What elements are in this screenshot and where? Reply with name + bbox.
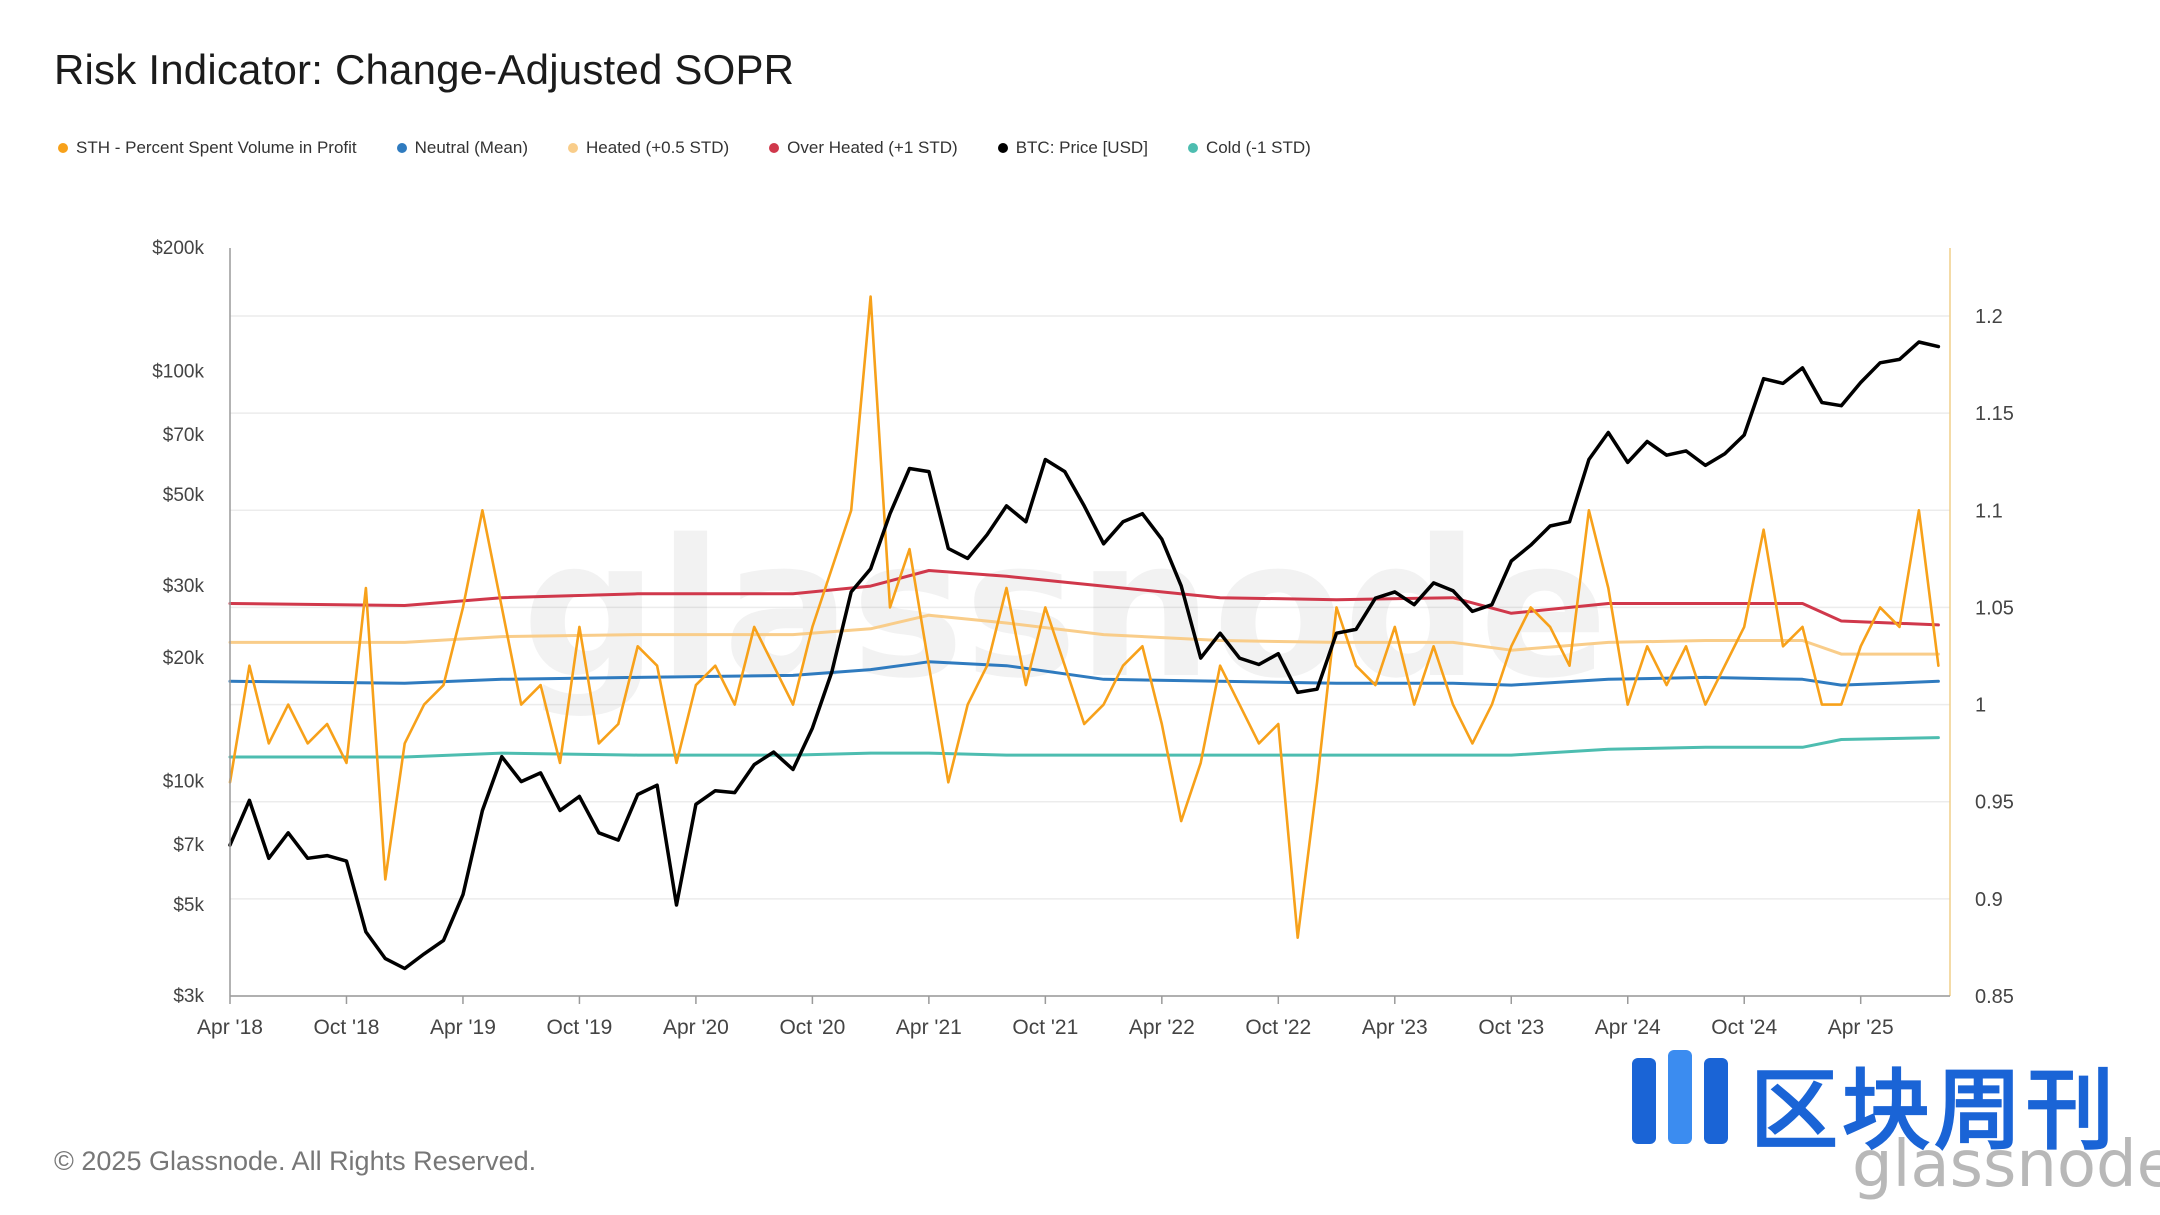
y-left-tick-label: $3k	[173, 986, 204, 1007]
publisher-logo-icon	[1632, 1050, 1728, 1144]
y-left-tick-label: $7k	[173, 835, 204, 856]
chart-title: Risk Indicator: Change-Adjusted SOPR	[54, 46, 795, 93]
legend-item-neutral[interactable]: Neutral (Mean)	[396, 138, 528, 158]
legend-dot	[396, 143, 407, 153]
x-tick-label: Oct '23	[1478, 1016, 1544, 1039]
x-tick-label: Apr '18	[197, 1016, 263, 1039]
x-tick-label: Apr '20	[663, 1016, 729, 1039]
legend-dot	[769, 143, 780, 153]
legend-label: Over Heated (+1 STD)	[787, 138, 958, 157]
legend-label: Heated (+0.5 STD)	[586, 138, 730, 157]
neutral-mean-line	[228, 660, 1940, 687]
legend-item-cold[interactable]: Cold (-1 STD)	[1187, 138, 1311, 158]
axes: $3k $5k $7k $10k $20k $30k $50k $70k $100k $200k 0…	[152, 238, 2014, 1039]
legend-dot	[58, 143, 68, 153]
x-tick-label: Oct '18	[314, 1016, 380, 1039]
y-left-tick-label: $70k	[163, 425, 205, 446]
y-right-tick-label: 0.9	[1975, 889, 2003, 911]
legend-item-btc-price[interactable]: BTC: Price [USD]	[997, 138, 1148, 158]
y-right-tick-label: 0.95	[1975, 792, 2014, 814]
publisher-logo-text: 区块周刊	[1750, 1059, 2119, 1162]
y-left-tick-label: $20k	[163, 648, 205, 669]
legend-label: Neutral (Mean)	[414, 138, 528, 157]
y-right-tick-label: 1	[1975, 695, 1986, 717]
y-left-tick-label: $200k	[152, 238, 204, 259]
legend-dot	[1187, 143, 1198, 153]
x-tick-label: Oct '20	[779, 1016, 845, 1039]
legend-item-over-heated[interactable]: Over Heated (+1 STD)	[769, 138, 958, 158]
x-tick-label: Oct '21	[1012, 1016, 1078, 1039]
brand-logo-text: glassnode	[1852, 1128, 2160, 1202]
cold-line	[228, 736, 1940, 759]
y-right-tick-label: 1.15	[1975, 403, 2014, 425]
legend-label: BTC: Price [USD]	[1015, 138, 1148, 157]
x-tick-label: Oct '19	[546, 1016, 612, 1039]
series-layer	[228, 295, 1941, 971]
y-left-tick-label: $50k	[163, 485, 205, 506]
copyright-text: © 2025 Glassnode. All Rights Reserved.	[54, 1146, 537, 1176]
x-tick-label: Apr '22	[1129, 1016, 1195, 1039]
over-heated-line	[228, 569, 1940, 627]
x-tick-label: Apr '24	[1595, 1016, 1661, 1039]
y-right-tick-label: 1.05	[1975, 597, 2014, 619]
x-tick-label: Oct '22	[1245, 1016, 1311, 1039]
legend-label: Cold (-1 STD)	[1205, 138, 1311, 157]
legend-item-sth[interactable]: STH - Percent Spent Volume in Profit	[58, 138, 357, 158]
y-left-tick-label: $10k	[163, 772, 205, 793]
legend-dot	[568, 143, 578, 153]
x-tick-label: Apr '21	[896, 1016, 962, 1039]
legend-label: STH - Percent Spent Volume in Profit	[76, 138, 357, 157]
chart-legend: STH - Percent Spent Volume in Profit Neu…	[58, 138, 1311, 158]
sth-spent-volume-line	[228, 295, 1940, 940]
legend-item-heated[interactable]: Heated (+0.5 STD)	[568, 138, 729, 158]
y-left-tick-label: $100k	[152, 361, 204, 382]
y-right-tick-label: 0.85	[1975, 986, 2014, 1008]
x-tick-label: Apr '19	[430, 1016, 496, 1039]
x-tick-label: Apr '25	[1828, 1016, 1894, 1039]
legend-dot	[997, 143, 1008, 153]
x-tick-label: Oct '24	[1711, 1016, 1777, 1039]
x-tick-label: Apr '23	[1362, 1016, 1428, 1039]
btc-price-line	[228, 340, 1941, 971]
heated-line	[228, 613, 1940, 656]
y-right-tick-label: 1.1	[1975, 500, 2003, 522]
watermark-text: glassnode	[522, 499, 1608, 720]
y-left-tick-label: $30k	[163, 576, 205, 597]
y-left-tick-label: $5k	[173, 895, 204, 916]
grid	[230, 315, 1950, 997]
y-right-tick-label: 1.2	[1975, 306, 2003, 328]
